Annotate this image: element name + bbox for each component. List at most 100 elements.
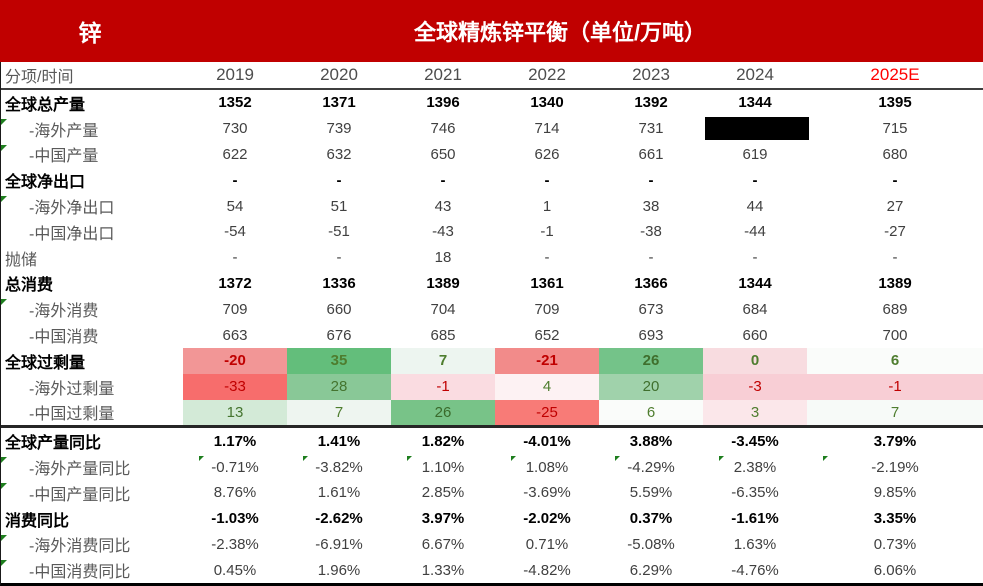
excel-flag-icon	[1, 196, 7, 203]
cell-2019: 0.45%	[213, 561, 257, 579]
cell-2023: 6.29%	[629, 561, 673, 579]
cell-2023: -	[648, 171, 654, 189]
title-bar: 锌 全球精炼锌平衡（单位/万吨）	[0, 0, 983, 62]
cell-2025E: 1389	[878, 274, 912, 292]
cell-2020: 7	[287, 399, 391, 426]
column-header-2024: 2024	[736, 65, 774, 84]
cell-2024: -3.45%	[731, 432, 779, 450]
cell-2024: 684	[742, 300, 768, 318]
excel-flag-icon	[1, 534, 7, 541]
cell-2023: 38	[642, 197, 660, 215]
cell-2023: 5.59%	[629, 484, 673, 502]
row-label: -海外产量同比	[1, 454, 183, 480]
cell-2021: 1.33%	[421, 561, 465, 579]
cell-2020: 1336	[322, 274, 356, 292]
cell-2022: 0.71%	[525, 535, 569, 553]
cell-2023: 731	[638, 120, 664, 138]
cell-2023: 693	[638, 326, 664, 344]
table-row-16: 消费同比 -1.03% -2.62% 3.97% -2.02% 0.37% -1.61% 3.…	[1, 506, 983, 532]
row-label: -海外消费	[1, 296, 183, 322]
cell-2025E: 6.06%	[873, 561, 917, 579]
table-row-2: -中国产量 622 632 650 626 661 619 680	[1, 142, 983, 168]
excel-flag-icon	[511, 456, 516, 462]
cell-2023: 3.88%	[629, 432, 673, 450]
cell-2023: 661	[638, 145, 664, 163]
column-header-2025E: 2025E	[870, 65, 920, 84]
cell-2023: -5.08%	[627, 535, 675, 553]
table-row-17: -海外消费同比 -2.38% -6.91% 6.67% 0.71% -5.08% 1.63%…	[1, 532, 983, 558]
cell-2021: -	[440, 171, 446, 189]
cell-2020: 1371	[322, 94, 356, 112]
cell-2023: 1392	[634, 94, 668, 112]
cell-2023: -38	[640, 223, 662, 241]
cell-2019: 709	[222, 300, 248, 318]
cell-2020: 1.41%	[317, 432, 361, 450]
cell-2021: 746	[430, 120, 456, 138]
cell-2020: 676	[326, 326, 352, 344]
cell-2023: 0.37%	[629, 510, 673, 528]
cell-2020: 1.96%	[317, 561, 361, 579]
cell-2024: 3	[703, 399, 807, 426]
row-label: -海外净出口	[1, 193, 183, 219]
cell-2022: -3.69%	[523, 484, 571, 502]
row-label: -海外产量	[1, 116, 183, 142]
cell-2022: 1	[542, 197, 552, 215]
row-label: 全球产量同比	[5, 435, 102, 453]
row-label: -海外过剩量	[29, 380, 115, 398]
cell-2024: 44	[746, 197, 764, 215]
table-row-1: -海外产量 730 739 746 714 731 715	[1, 116, 983, 142]
excel-flag-icon	[199, 456, 204, 462]
row-label: -中国消费	[29, 329, 99, 347]
table-row-12: -中国过剩量 13 7 26 -25 6 3 7	[1, 399, 983, 426]
cell-2022: 709	[534, 300, 560, 318]
cell-2022: -4.82%	[523, 561, 571, 579]
corner-header: 分项/时间	[5, 69, 74, 86]
cell-2020: 632	[326, 145, 352, 163]
excel-flag-icon	[1, 144, 7, 151]
cell-2025E: -	[892, 249, 898, 267]
row-label: -中国产量同比	[1, 480, 183, 506]
cell-2020: -51	[328, 223, 350, 241]
cell-2020: 739	[326, 120, 352, 138]
column-header-2022: 2022	[528, 65, 566, 84]
cell-2021: -43	[432, 223, 454, 241]
row-label: -中国净出口	[29, 225, 115, 243]
table-row-13: 全球产量同比 1.17% 1.41% 1.82% -4.01% 3.88% -3.45% 3.…	[1, 425, 983, 454]
commodity-title: 锌	[78, 20, 104, 46]
cell-2021: 2.85%	[421, 484, 465, 502]
cell-2024: -44	[744, 223, 766, 241]
column-header-2019: 2019	[216, 65, 254, 84]
excel-flag-icon	[1, 457, 7, 464]
cell-2020: -	[336, 171, 342, 189]
excel-flag-icon	[1, 118, 7, 125]
row-label: 消费同比	[5, 512, 70, 530]
cell-2020: 51	[330, 197, 348, 215]
cell-2023: 673	[638, 300, 664, 318]
cell-2022: 626	[534, 145, 560, 163]
cell-2021: 3.97%	[421, 510, 465, 528]
excel-flag-icon	[1, 560, 7, 567]
redaction-box	[705, 116, 809, 140]
cell-2020: 660	[326, 300, 352, 318]
cell-2022: 4	[495, 373, 599, 400]
table-row-10: 全球过剩量 -20 35 7 -21 26 0 6	[1, 347, 983, 374]
row-label: 总消费	[5, 277, 54, 295]
cell-2025E: 700	[882, 326, 908, 344]
cell-2025E: 689	[882, 300, 908, 318]
cell-2021: 650	[430, 145, 456, 163]
cell-2025E: 3.35%	[873, 510, 917, 528]
cell-2021: 1389	[426, 274, 460, 292]
cell-2022: 1340	[530, 94, 564, 112]
cell-2024: 1344	[738, 274, 772, 292]
cell-2019: -	[232, 249, 238, 267]
cell-2022: -4.01%	[523, 432, 571, 450]
cell-2019: -2.38%	[211, 535, 259, 553]
cell-2019: 13	[183, 399, 287, 426]
cell-2019: 8.76%	[213, 484, 257, 502]
cell-2024: -	[752, 171, 758, 189]
cell-2023: -	[648, 249, 654, 267]
cell-2022: -25	[495, 399, 599, 426]
cell-2025E: 715	[882, 120, 908, 138]
excel-flag-icon	[615, 456, 620, 462]
